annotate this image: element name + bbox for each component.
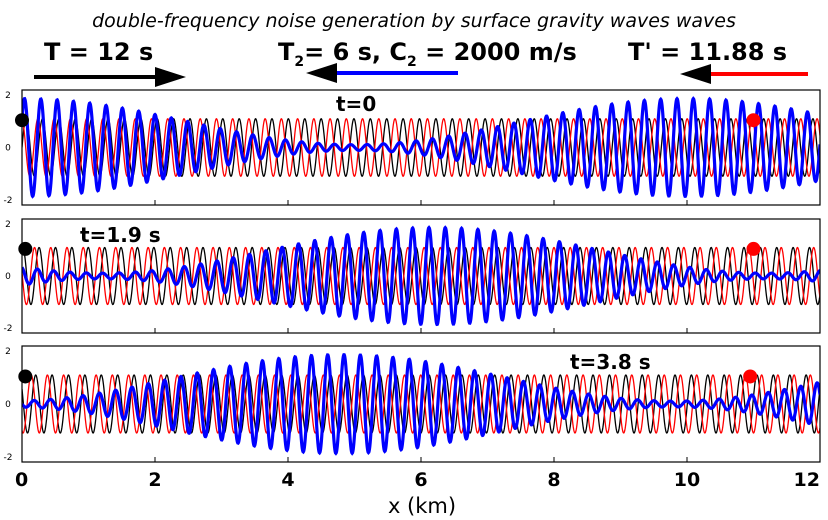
wave3-label: T' = 11.88 s [628,38,787,66]
x-tick-label: 12 [794,469,820,491]
panel-3: 2 0 -2 t=3.8 s [4,345,821,463]
y-tick-label: -2 [4,453,13,463]
x-tick-label: 0 [15,469,28,491]
panels: 2 0 -2 t=0 2 0 -2 t=1.9 s 2 0 -2 t=3.8 s [4,89,821,463]
x-tick-label: 10 [674,469,700,491]
x-tick-label: 2 [148,469,161,491]
chart-title: double-frequency noise generation by sur… [92,10,736,32]
x-tick-label: 4 [281,469,294,491]
wave1-label: T = 12 s [44,38,153,66]
panel-time-label: t=1.9 s [80,223,161,247]
y-tick-label: 2 [5,91,11,101]
series-line-red [22,117,820,178]
red-marker [746,241,761,256]
panel-time-label: t=3.8 s [570,350,651,374]
y-tick-label: 0 [5,144,11,154]
wave1-arrow [34,67,186,87]
y-tick-label: 0 [5,400,11,410]
wave2-arrow [306,63,458,83]
wave2-label-t: T [278,38,295,66]
series-line-blue [22,225,820,327]
panel-1: 2 0 -2 t=0 [4,89,821,206]
wave3-arrow [680,64,808,84]
black-marker [18,369,33,384]
panel-time-label: t=0 [336,92,376,116]
series-line-blue [22,353,820,456]
series-line-black [22,246,820,306]
wave2-label-c-sub: 2 [407,54,417,70]
y-tick-label: -2 [4,196,13,206]
panel-2: 2 0 -2 t=1.9 s [4,218,821,334]
series-line-blue [22,96,820,199]
y-tick-label: 2 [5,220,11,230]
red-marker [746,113,761,128]
y-tick-label: -2 [4,324,13,334]
x-axis-label: x (km) [388,494,456,518]
series-line-red [22,246,820,306]
black-marker [15,113,29,128]
wave2-label: T2= 6 s, C2 = 2000 m/s [278,38,577,70]
wave2-label-mid: = 6 s, C [304,38,407,66]
y-tick-label: 0 [5,272,11,282]
series-line-black [22,117,820,178]
x-tick-label: 8 [547,469,560,491]
red-marker [743,369,758,384]
black-marker [18,241,33,256]
x-tick-labels: 0 2 4 6 8 10 12 [15,200,821,491]
y-tick-label: 2 [5,347,11,357]
wave2-label-end: = 2000 m/s [417,38,577,66]
x-tick-label: 6 [414,469,427,491]
wave2-label-t-sub: 2 [294,54,304,70]
